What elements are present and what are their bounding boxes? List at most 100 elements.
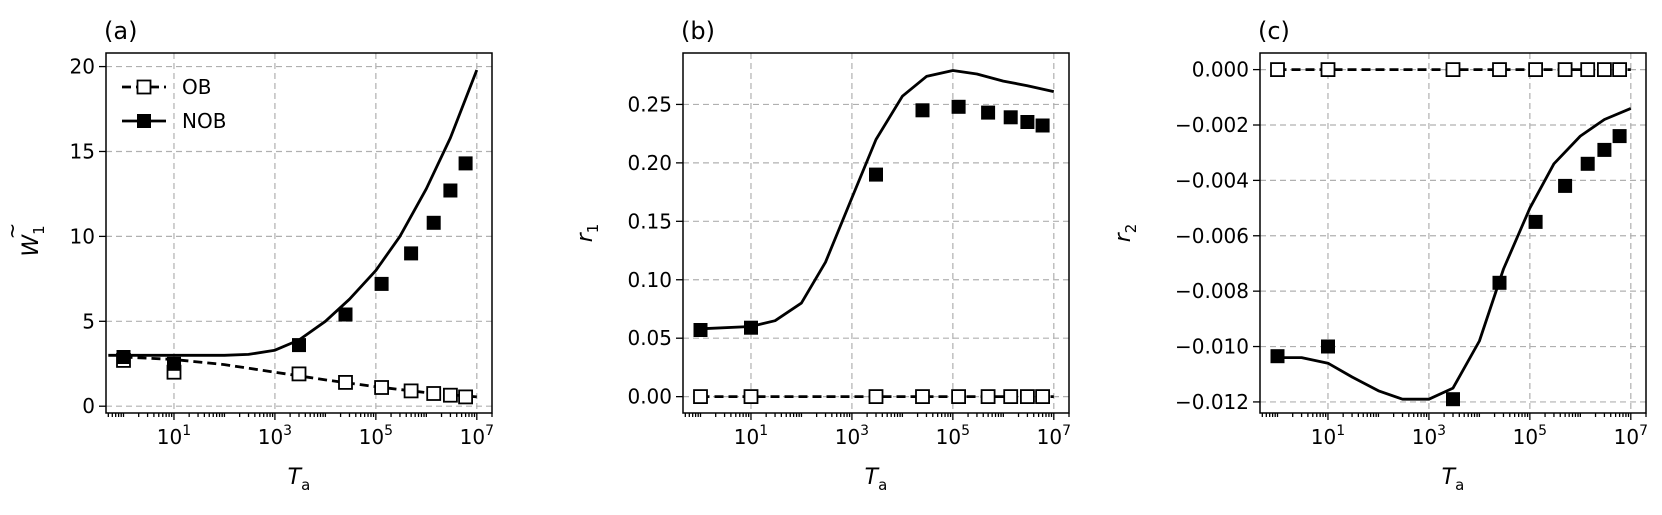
legend: OB NOB <box>122 75 226 133</box>
y-tick-label: 5 <box>82 309 95 333</box>
x-tick-label: 103 <box>1412 423 1446 449</box>
tilde-accent: ~ <box>0 223 24 240</box>
x-tick-label: 101 <box>157 423 191 449</box>
x-tick-label: 101 <box>734 423 768 449</box>
nob-marker <box>951 99 966 114</box>
y-tick-label: 0.25 <box>627 92 672 116</box>
plot-area <box>700 69 1055 399</box>
nob-marker <box>1612 129 1627 144</box>
ob-marker <box>374 380 390 395</box>
nob-marker <box>1492 275 1507 290</box>
x-axis-label: Ta <box>288 465 311 494</box>
x-axis-label: Ta <box>1442 465 1465 494</box>
nob-marker <box>1270 349 1285 364</box>
nob-marker <box>869 167 883 182</box>
x-tick-label: 105 <box>359 423 393 449</box>
legend-marker-ob <box>136 79 152 95</box>
nob-curve <box>108 69 479 357</box>
panel-title: (a) <box>104 17 137 45</box>
y-tick-label: 0.15 <box>627 209 672 233</box>
y-tick-label: 0.05 <box>627 326 672 350</box>
y-tick-label: 0.10 <box>627 268 672 292</box>
x-axis-label: Ta <box>865 465 888 494</box>
panel-title: (b) <box>681 17 715 45</box>
x-tick-label: 107 <box>460 423 494 449</box>
ob-marker <box>1020 389 1035 405</box>
ob-marker <box>426 386 442 401</box>
nob-marker <box>374 276 389 291</box>
axes-frame <box>682 52 1070 414</box>
y-tick-label: −0.002 <box>1175 113 1249 137</box>
x-tick-label: 107 <box>1037 423 1071 449</box>
y-tick-label: 0.20 <box>627 151 672 175</box>
axes-frame <box>1259 52 1647 414</box>
ob-marker <box>1445 62 1461 77</box>
ob-marker <box>1557 62 1573 77</box>
legend-label-ob: OB <box>182 75 211 99</box>
nob-marker <box>443 183 458 198</box>
ob-marker <box>693 389 708 405</box>
nob-curve <box>700 69 1055 331</box>
ob-marker <box>1580 62 1596 77</box>
ob-marker <box>915 389 930 405</box>
ob-marker <box>1003 389 1019 405</box>
ob-marker <box>338 374 353 390</box>
panel-title: (c) <box>1258 17 1290 45</box>
nob-marker <box>744 320 758 335</box>
ob-marker <box>980 389 996 405</box>
y-tick-label: 20 <box>70 55 95 79</box>
y-axis-label: r1 <box>573 224 602 243</box>
y-tick-label: −0.004 <box>1175 168 1249 192</box>
ob-marker <box>951 389 966 405</box>
y-tick-label: −0.012 <box>1175 390 1249 414</box>
nob-marker <box>116 350 131 364</box>
nob-marker <box>292 338 306 353</box>
chart-panel-a: 101 103 105 107 0 5 10 15 20 (a) Ta W1~ OB NOB <box>0 17 494 494</box>
ob-marker <box>403 383 419 399</box>
nob-marker <box>1597 142 1612 157</box>
nob-marker <box>1035 118 1050 133</box>
y-tick-label: 10 <box>70 224 95 248</box>
y-tick-label: −0.010 <box>1175 335 1249 359</box>
ob-marker <box>1270 62 1285 77</box>
y-axis-label: r2 <box>1111 224 1140 243</box>
y-tick-label: 0.00 <box>627 385 672 409</box>
x-tick-label: 101 <box>1311 423 1345 449</box>
ob-marker <box>1597 62 1612 77</box>
nob-marker <box>1580 156 1595 171</box>
ob-marker <box>1035 389 1050 405</box>
nob-marker <box>1558 178 1573 193</box>
axes-frame <box>105 52 493 414</box>
nob-marker <box>693 323 708 337</box>
ob-marker <box>442 387 458 403</box>
ob-marker <box>1612 62 1627 77</box>
nob-marker <box>1321 339 1335 354</box>
y-axis-label: W1 <box>19 225 48 256</box>
y-tick-label: 15 <box>70 139 95 163</box>
nob-curve <box>1277 107 1632 401</box>
chart-panel-b: 101 103 105 107 0.00 0.05 0.10 0.15 0.20 0.25 (b) T… <box>573 17 1071 494</box>
nob-marker <box>981 105 996 120</box>
ob-marker <box>291 366 307 382</box>
ob-marker <box>1320 62 1336 77</box>
nob-marker <box>404 246 419 261</box>
nob-marker <box>426 215 441 230</box>
nob-marker <box>458 156 473 171</box>
ob-marker <box>1528 62 1543 77</box>
y-tick-label: 0.000 <box>1192 58 1249 82</box>
legend-label-nob: NOB <box>182 109 226 133</box>
x-tick-label: 105 <box>1513 423 1547 449</box>
x-tick-label: 105 <box>936 423 970 449</box>
ob-marker <box>868 389 884 405</box>
y-tick-label: −0.006 <box>1175 224 1249 248</box>
x-tick-label: 103 <box>258 423 292 449</box>
nob-marker <box>1446 392 1460 407</box>
nob-marker <box>915 103 930 118</box>
nob-marker <box>1528 214 1543 229</box>
y-tick-label: −0.008 <box>1175 279 1249 303</box>
x-tick-label: 107 <box>1614 423 1648 449</box>
nob-marker <box>1003 110 1018 125</box>
y-tick-label: 0 <box>82 394 95 418</box>
legend-marker-nob <box>137 114 151 128</box>
